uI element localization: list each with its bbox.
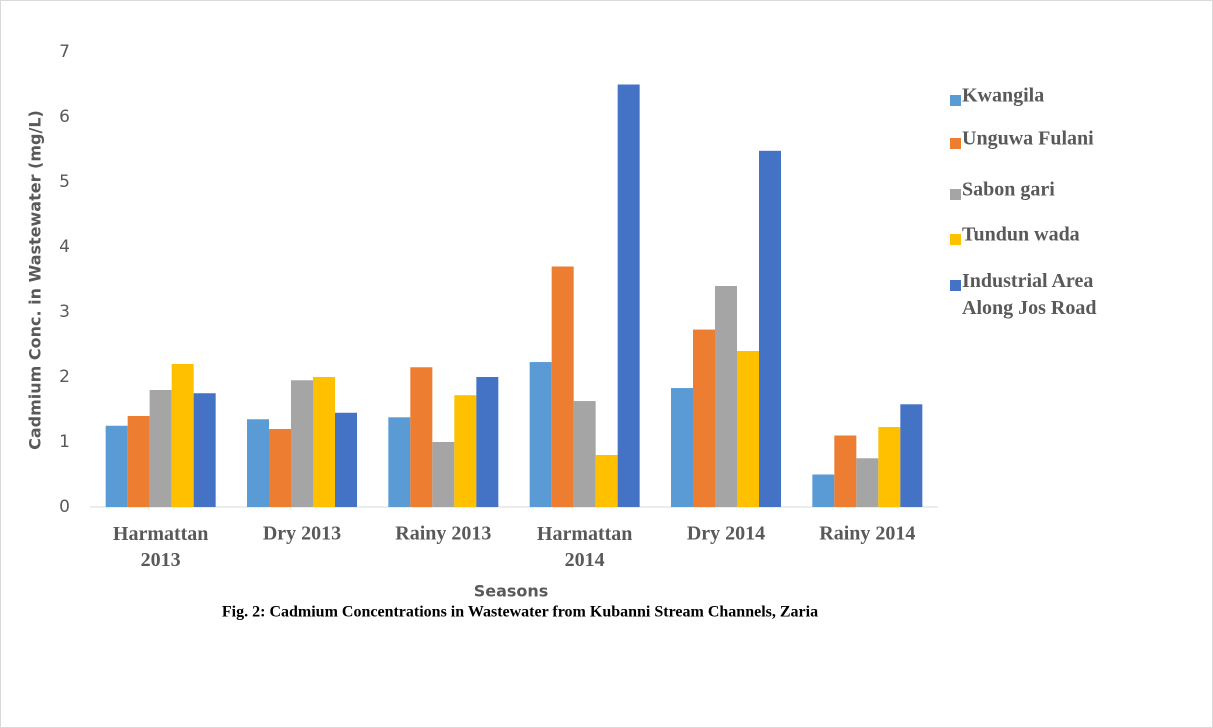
bar — [291, 380, 313, 507]
bar — [529, 362, 552, 507]
bar — [388, 417, 411, 507]
x-tick-label: Dry 2013 — [263, 523, 341, 545]
bar — [737, 351, 759, 507]
x-tick-label: Dry 2014 — [687, 523, 765, 545]
x-tick-label: Harmattan 2013 — [113, 523, 209, 571]
y-tick-label: 3 — [59, 302, 70, 322]
legend-swatch — [950, 95, 961, 106]
legend-label: Industrial Area Along Jos Road — [962, 270, 1096, 319]
bar — [900, 404, 923, 507]
bar — [149, 390, 172, 507]
bar — [595, 455, 618, 507]
legend-label: Sabon gari — [962, 179, 1055, 201]
y-tick-label: 5 — [59, 172, 70, 192]
legend-label: Unguwa Fulani — [962, 128, 1094, 150]
y-tick-label: 1 — [59, 432, 70, 452]
legend-swatch — [950, 189, 961, 200]
bar — [269, 429, 291, 507]
bar — [476, 377, 499, 507]
y-axis-title: Cadmium Conc. in Wastewater (mg/L) — [26, 110, 45, 450]
bar — [247, 419, 269, 507]
bar — [454, 395, 477, 507]
x-tick-label: Rainy 2014 — [819, 523, 915, 545]
x-tick-label: Harmattan 2014 — [537, 523, 633, 571]
bar — [671, 388, 693, 507]
bar — [617, 84, 640, 507]
legend-label: Tundun wada — [962, 224, 1080, 246]
bar — [878, 427, 901, 507]
bar — [105, 425, 128, 507]
bar — [410, 367, 433, 507]
legend-swatch — [950, 234, 961, 245]
bar — [856, 458, 879, 507]
legend-swatch — [950, 138, 961, 149]
bar — [759, 150, 781, 508]
y-tick-label: 0 — [59, 497, 70, 517]
legend-label: Kwangila — [962, 85, 1044, 107]
y-tick-label: 4 — [59, 237, 70, 257]
legend-swatch — [950, 280, 961, 291]
bar — [812, 474, 835, 507]
bar — [573, 401, 596, 507]
bar — [834, 435, 857, 507]
caption: Fig. 2: Cadmium Concentrations in Wastew… — [222, 604, 818, 621]
y-tick-label: 6 — [59, 107, 70, 127]
x-tick-label: Rainy 2013 — [395, 523, 491, 545]
y-tick-label: 2 — [59, 367, 70, 387]
bar — [551, 266, 574, 507]
bar — [432, 442, 455, 507]
bar — [127, 416, 150, 507]
bar — [171, 364, 194, 507]
bar — [335, 412, 357, 507]
bar — [693, 329, 715, 507]
y-tick-label: 7 — [59, 42, 70, 62]
bar — [313, 377, 335, 507]
x-axis-title: Seasons — [474, 582, 549, 601]
bar — [715, 286, 737, 507]
bar — [193, 393, 216, 507]
